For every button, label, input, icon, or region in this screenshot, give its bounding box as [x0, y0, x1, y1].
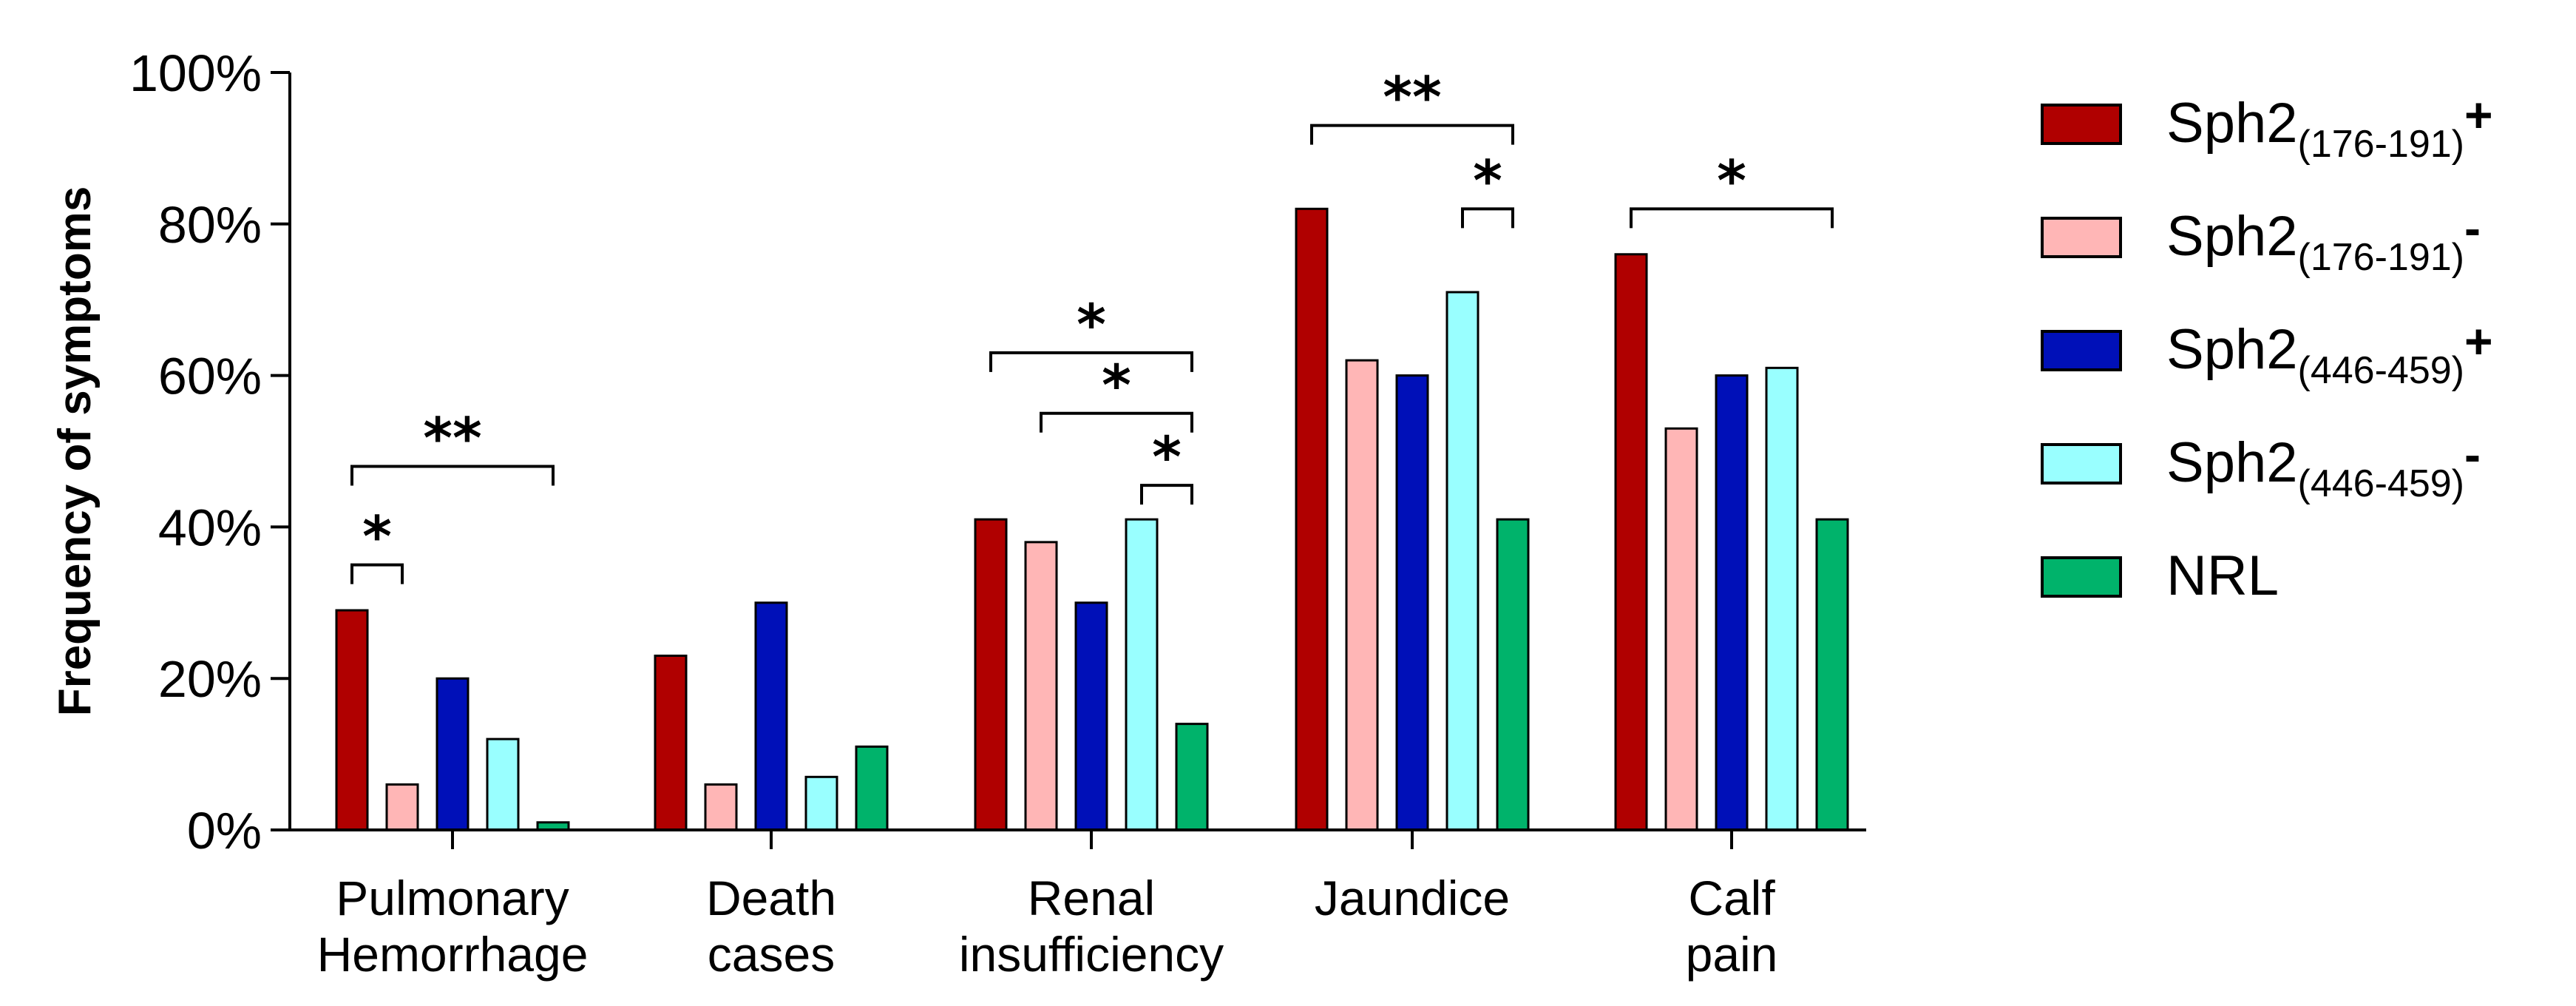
legend-subscript: (176-191) — [2298, 123, 2464, 166]
legend-subscript: (176-191) — [2298, 236, 2464, 279]
significance-bracket — [1630, 207, 1834, 229]
legend-swatch — [2041, 330, 2122, 371]
bar — [1295, 207, 1329, 831]
significance-label: * — [1077, 291, 1106, 357]
legend-label: Sph2(176-191)+ — [2166, 87, 2493, 166]
bar — [704, 783, 738, 831]
significance-label: * — [362, 504, 392, 570]
y-tick-label: 40% — [158, 499, 262, 556]
bar — [335, 609, 369, 831]
bar — [855, 745, 889, 831]
significance-bracket — [1310, 124, 1514, 145]
significance-bracket — [350, 563, 404, 584]
y-tick-label: 0% — [187, 802, 262, 860]
significance-label: * — [1717, 147, 1746, 213]
x-category-label: Pulmonary — [336, 871, 569, 925]
bar — [435, 677, 470, 831]
bar — [654, 654, 688, 831]
bar — [1496, 518, 1530, 831]
significance-bracket — [1140, 484, 1193, 505]
legend-sign: + — [2464, 314, 2493, 368]
legend-swatch — [2041, 443, 2122, 485]
x-category-label: Calf — [1688, 871, 1775, 925]
bar — [804, 775, 838, 831]
legend-label: Sph2(446-459)- — [2166, 427, 2481, 505]
legend-label: Sph2(176-191)- — [2166, 200, 2481, 279]
legend-sign: + — [2464, 87, 2493, 142]
y-tick-label: 20% — [158, 650, 262, 708]
significance-bracket — [989, 351, 1193, 372]
x-category-label: pain — [1686, 927, 1778, 982]
significance-bracket — [1040, 411, 1193, 433]
bar — [1614, 253, 1648, 831]
bar — [1125, 518, 1159, 831]
significance-bracket — [1461, 207, 1514, 229]
x-category-label: cases — [708, 927, 835, 982]
legend-swatch — [2041, 217, 2122, 258]
y-tick-label: 60% — [158, 348, 262, 405]
bar — [1024, 541, 1058, 831]
bar — [385, 783, 419, 831]
legend-swatch — [2041, 104, 2122, 145]
x-category-label: Death — [706, 871, 836, 925]
significance-label: ** — [1383, 64, 1442, 130]
legend-subscript: (446-459) — [2298, 349, 2464, 392]
bar — [1445, 291, 1479, 831]
significance-label: * — [1152, 424, 1182, 490]
bar — [1395, 374, 1429, 831]
x-category-label: Jaundice — [1315, 871, 1510, 925]
bar — [1345, 359, 1379, 831]
x-category-label: Hemorrhage — [317, 927, 589, 982]
significance-label: * — [1102, 352, 1131, 418]
x-category-label: Renal — [1028, 871, 1155, 925]
legend-subscript: (446-459) — [2298, 462, 2464, 505]
bar — [754, 601, 788, 831]
legend-label: NRL — [2166, 544, 2279, 607]
bar — [974, 518, 1008, 831]
bar — [1175, 723, 1209, 831]
significance-bracket — [350, 465, 555, 486]
legend-label: Sph2(446-459)+ — [2166, 314, 2493, 392]
bar — [1715, 374, 1749, 831]
legend-sign: - — [2464, 427, 2481, 482]
y-tick-label: 100% — [129, 44, 262, 102]
bar — [1074, 601, 1108, 831]
legend-sign: - — [2464, 200, 2481, 255]
bar — [1664, 427, 1698, 831]
x-category-label: insufficiency — [959, 927, 1224, 982]
significance-label: * — [1473, 147, 1502, 213]
bar — [486, 737, 520, 831]
y-axis-title: Frequency of symptoms — [50, 186, 101, 717]
significance-label: ** — [423, 405, 482, 470]
bar — [1765, 366, 1799, 831]
legend-swatch — [2041, 556, 2122, 598]
bar — [1815, 518, 1849, 831]
y-tick-label: 80% — [158, 196, 262, 254]
